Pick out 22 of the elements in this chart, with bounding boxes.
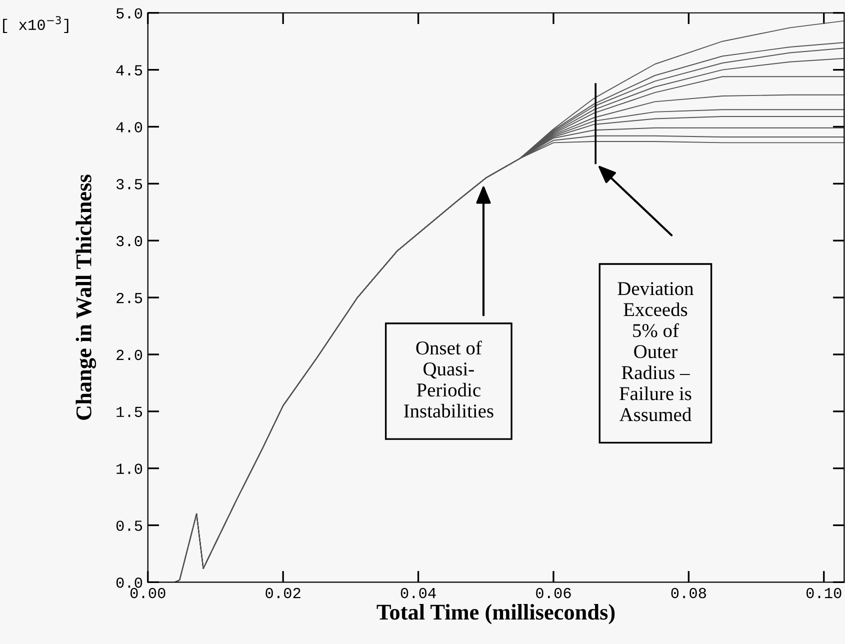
text: [ x10$^{−3}$]: [3, 16, 68, 34]
x-tick-label: 0.10: [806, 588, 842, 598]
x-tick-label: 0.02: [266, 588, 300, 598]
y-tick-label: 2.5: [116, 292, 142, 304]
y-tick-label: 3.5: [116, 178, 142, 190]
x-tick-label: 0.08: [671, 588, 706, 598]
y-tick-label: 4.5: [116, 65, 142, 76]
y-tick-label: 1.0: [116, 464, 142, 474]
annotation: Onset of Quasi- Periodic Instabilities: [404, 340, 494, 418]
x-tick-label: 0.00: [130, 588, 166, 598]
x-tick-label: 0.06: [536, 588, 571, 598]
y-tick-label: 3.0: [116, 236, 142, 246]
x-tick-label: 0.04: [400, 588, 436, 598]
y-tick-label: 2.0: [116, 350, 142, 360]
y-tick-label: 0.5: [116, 520, 142, 531]
y-tick-label: 5.0: [116, 8, 142, 19]
annotation: Deviation Exceeds 5% of Outer Radius – Failure is Assumed: [618, 282, 694, 422]
y-axis-title: Change in Wall Thickness: [76, 174, 96, 420]
x-axis-title: Total Time (milliseconds): [376, 604, 615, 624]
y-tick-label: 1.5: [116, 406, 142, 418]
y-tick-label: 0.0: [116, 577, 142, 588]
y-tick-label: 4.0: [116, 122, 142, 132]
